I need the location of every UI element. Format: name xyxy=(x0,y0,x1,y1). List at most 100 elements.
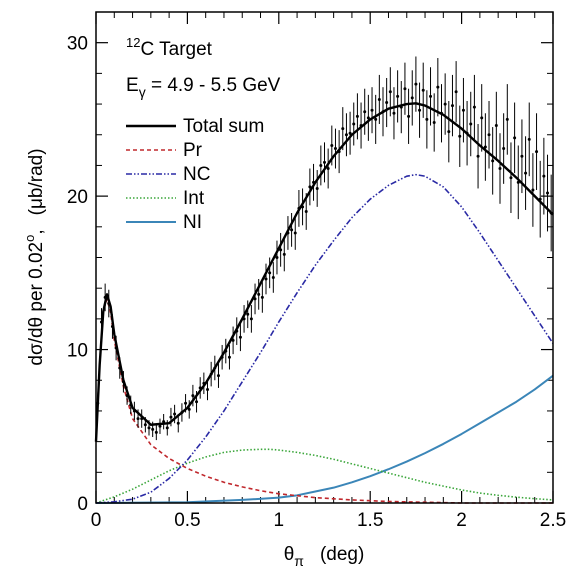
legend-label-pr: Pr xyxy=(183,140,203,161)
data-marker xyxy=(374,117,378,121)
data-point xyxy=(103,283,107,312)
data-point xyxy=(491,127,495,195)
data-point xyxy=(107,289,111,318)
data-marker xyxy=(465,131,469,135)
data-point xyxy=(176,414,180,433)
data-point xyxy=(461,77,465,143)
data-marker xyxy=(385,101,389,105)
x-tick-label: 0 xyxy=(91,510,102,531)
data-marker xyxy=(363,110,367,114)
data-point xyxy=(498,133,502,204)
data-marker xyxy=(143,423,147,427)
data-point xyxy=(301,188,305,226)
data-marker xyxy=(125,394,129,398)
data-point xyxy=(165,420,169,436)
data-point xyxy=(388,67,392,117)
data-marker xyxy=(253,297,257,301)
data-point xyxy=(125,386,129,405)
data-marker xyxy=(227,355,231,359)
legend-entry-int: Int xyxy=(126,188,205,209)
data-marker xyxy=(103,295,107,299)
data-point xyxy=(377,74,381,125)
data-point xyxy=(216,363,220,388)
energy-annotation: Eγ = 4.9 - 5.5 GeV xyxy=(126,75,281,100)
data-point xyxy=(524,136,528,210)
data-point xyxy=(480,84,484,152)
data-point xyxy=(246,300,250,329)
data-marker xyxy=(461,108,465,112)
data-point xyxy=(333,128,337,169)
data-marker xyxy=(246,312,250,316)
legend-label-nc: NC xyxy=(183,164,210,185)
data-marker xyxy=(418,108,422,112)
data-point xyxy=(359,102,363,149)
data-marker xyxy=(330,143,334,147)
data-marker xyxy=(308,185,312,189)
data-point xyxy=(206,378,210,401)
data-point xyxy=(392,87,396,140)
data-point xyxy=(238,323,242,352)
data-marker xyxy=(293,231,297,235)
data-marker xyxy=(216,374,220,378)
data-point xyxy=(279,232,283,267)
data-marker xyxy=(312,180,316,184)
data-marker xyxy=(396,94,400,98)
data-point xyxy=(439,84,443,143)
data-point xyxy=(136,409,140,428)
data-point xyxy=(348,111,352,155)
data-point xyxy=(143,417,147,433)
data-point xyxy=(330,125,334,166)
data-marker xyxy=(429,94,433,98)
data-marker xyxy=(381,110,385,114)
data-marker xyxy=(359,124,363,128)
data-point xyxy=(513,102,517,174)
data-point xyxy=(410,70,414,126)
data-marker xyxy=(231,338,235,342)
data-point xyxy=(399,81,403,134)
data-point xyxy=(169,407,173,427)
data-marker xyxy=(388,90,392,94)
data-marker xyxy=(136,417,140,421)
data-marker xyxy=(198,386,202,390)
data-marker xyxy=(173,412,177,416)
data-marker xyxy=(421,88,425,92)
y-tick-label: 30 xyxy=(67,34,88,55)
data-marker xyxy=(323,160,326,164)
data-point xyxy=(494,91,498,160)
data-point xyxy=(99,308,103,336)
data-marker xyxy=(158,424,162,428)
data-point xyxy=(381,87,385,137)
data-marker xyxy=(476,154,480,158)
series-line-ni xyxy=(95,374,554,504)
data-marker xyxy=(520,154,524,158)
data-point xyxy=(502,113,506,184)
data-marker xyxy=(169,415,173,419)
data-marker xyxy=(165,426,169,430)
data-marker xyxy=(469,122,473,126)
data-marker xyxy=(447,130,451,134)
data-marker xyxy=(341,127,345,131)
data-marker xyxy=(290,228,294,232)
data-marker xyxy=(370,108,374,112)
data-marker xyxy=(535,150,539,154)
data-marker xyxy=(366,116,370,120)
x-tick-label: 1 xyxy=(274,510,285,531)
data-marker xyxy=(151,427,155,431)
data-marker xyxy=(509,176,513,180)
data-point xyxy=(158,418,162,434)
data-marker xyxy=(531,188,535,192)
data-marker xyxy=(439,111,443,115)
data-marker xyxy=(487,133,491,137)
data-point xyxy=(450,74,454,137)
data-point xyxy=(154,424,158,441)
data-point xyxy=(260,282,264,313)
data-point xyxy=(202,372,206,395)
data-marker xyxy=(399,105,403,109)
data-point xyxy=(363,88,367,135)
data-point xyxy=(527,102,531,177)
data-marker xyxy=(502,147,506,151)
data-marker xyxy=(282,252,286,256)
data-point xyxy=(341,107,345,151)
data-marker xyxy=(147,426,151,430)
data-marker xyxy=(99,320,103,324)
